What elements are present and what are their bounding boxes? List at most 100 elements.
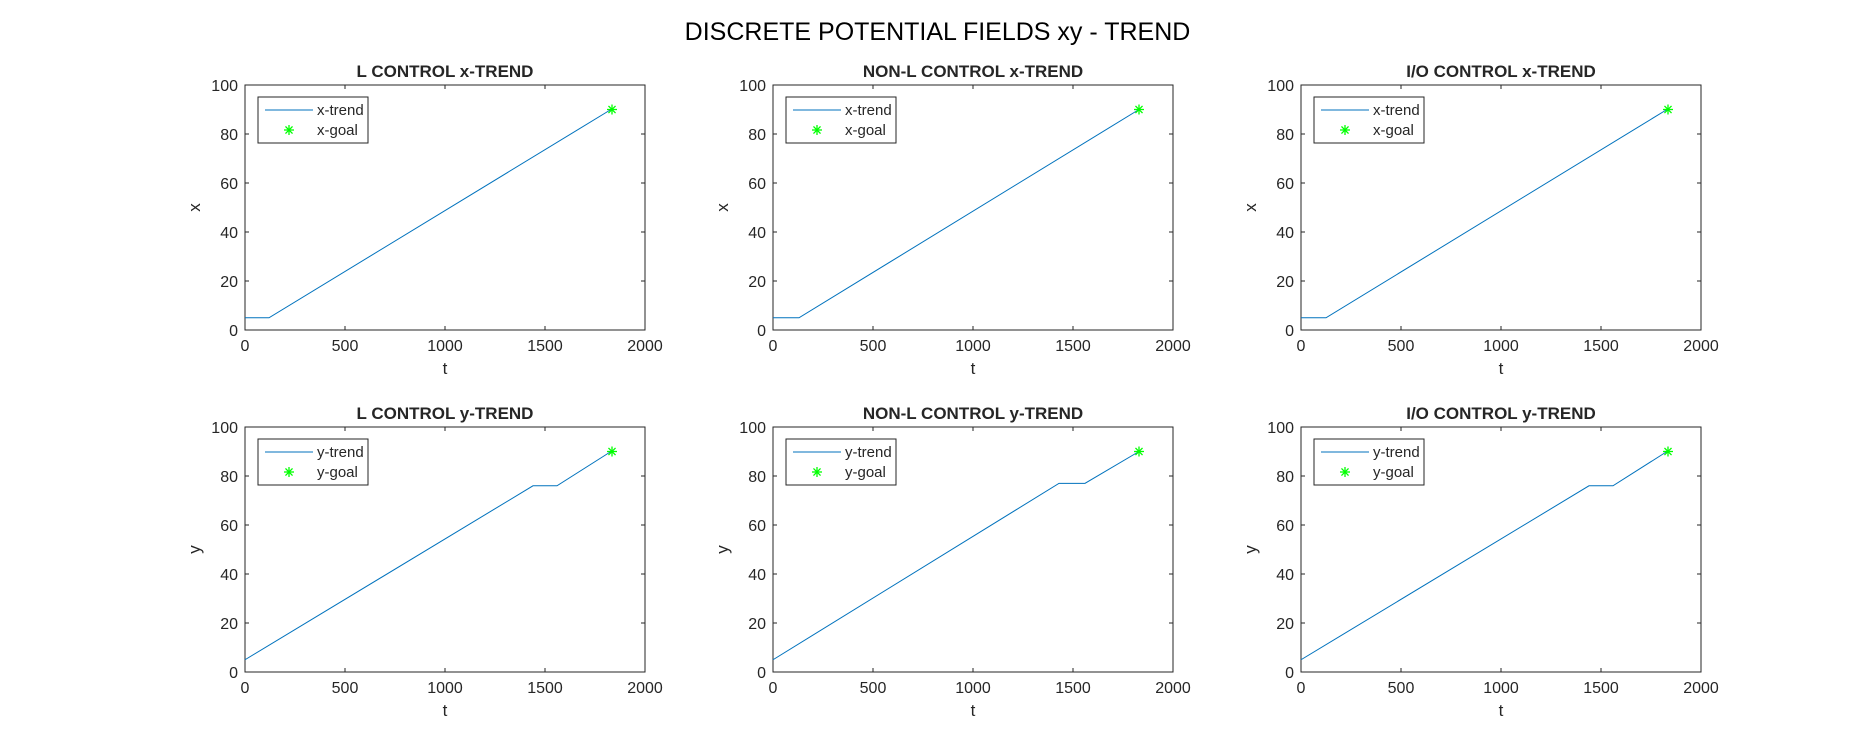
x-tick-label: 0	[769, 680, 778, 697]
x-axis-label: t	[971, 359, 976, 378]
series-line-x-trend	[1301, 109, 1668, 319]
legend-swatch-marker	[1340, 125, 1350, 135]
subplot-1: 0 500 1000 1500 2000 0 20 40 60 80 100 L CONTROL x-…	[185, 62, 663, 378]
legend: x-trend x-goal	[785, 96, 897, 144]
legend-swatch-marker	[1340, 467, 1350, 477]
y-tick-label: 20	[220, 274, 238, 291]
y-axis-label: y	[185, 545, 204, 554]
y-tick-label: 80	[1276, 469, 1294, 486]
figure-title: DISCRETE POTENTIAL FIELDS xy - TREND	[684, 18, 1191, 46]
series-line-y-trend	[1300, 451, 1668, 661]
x-tick-label: 1000	[955, 338, 991, 355]
y-tick-label: 0	[1285, 665, 1294, 682]
x-tick-label: 500	[1388, 680, 1415, 697]
y-tick-label: 0	[229, 665, 238, 682]
y-tick-label: 100	[739, 420, 766, 437]
legend-box	[1313, 438, 1425, 486]
y-axis-label: y	[1241, 545, 1260, 554]
legend-box	[785, 96, 897, 144]
x-tick-label: 2000	[1683, 338, 1719, 355]
series-marker-y-goal	[1134, 446, 1144, 457]
series-marker-x-goal	[607, 104, 617, 115]
x-tick-label: 0	[241, 680, 250, 697]
y-tick-label: 40	[748, 225, 766, 242]
x-axis-label: t	[443, 701, 448, 720]
y-tick-label: 100	[739, 78, 766, 95]
y-tick-label: 0	[757, 665, 766, 682]
y-tick-label: 20	[1276, 274, 1294, 291]
x-tick-label: 1500	[527, 680, 563, 697]
legend-label: x-goal	[1373, 122, 1414, 139]
x-tick-label: 2000	[1155, 338, 1191, 355]
x-tick-label: 500	[860, 338, 887, 355]
y-tick-label: 20	[1276, 616, 1294, 633]
y-tick-label: 60	[1276, 518, 1294, 535]
legend-label: y-goal	[317, 464, 358, 481]
legend-label: y-trend	[845, 444, 892, 461]
y-tick-label: 40	[220, 567, 238, 584]
x-tick-label: 500	[860, 680, 887, 697]
x-tick-label: 2000	[627, 338, 663, 355]
legend-box	[257, 96, 369, 144]
y-axis-label: x	[1241, 203, 1260, 212]
x-tick-label: 1000	[1483, 680, 1519, 697]
x-tick-label: 1500	[527, 338, 563, 355]
y-tick-label: 20	[748, 616, 766, 633]
legend-label: x-trend	[845, 102, 892, 119]
y-axis-label: x	[185, 203, 204, 212]
subplot-title: NON-L CONTROL x-TREND	[863, 62, 1083, 81]
legend-box	[1313, 96, 1425, 144]
y-tick-label: 60	[220, 518, 238, 535]
y-tick-label: 20	[220, 616, 238, 633]
legend-box	[785, 438, 897, 486]
series-marker-y-goal	[1663, 446, 1673, 457]
x-tick-label: 1000	[427, 680, 463, 697]
y-tick-label: 40	[748, 567, 766, 584]
series-line-y-trend	[772, 451, 1140, 661]
y-tick-label: 0	[229, 323, 238, 340]
subplot-title: L CONTROL y-TREND	[357, 404, 534, 423]
x-tick-label: 1000	[955, 680, 991, 697]
y-tick-label: 100	[211, 420, 238, 437]
y-tick-label: 80	[748, 127, 766, 144]
x-axis-label: t	[971, 701, 976, 720]
legend-label: x-trend	[1373, 102, 1420, 119]
legend: y-trend y-goal	[785, 438, 897, 486]
series-line-x-trend	[245, 109, 612, 319]
y-tick-label: 0	[1285, 323, 1294, 340]
legend: y-trend y-goal	[257, 438, 369, 486]
subplot-3: 0 500 1000 1500 2000 0 20 40 60 80 100 I/O CONTROL …	[1241, 62, 1719, 378]
y-tick-label: 100	[1267, 78, 1294, 95]
x-tick-label: 2000	[1155, 680, 1191, 697]
y-tick-label: 80	[220, 469, 238, 486]
y-tick-label: 60	[748, 176, 766, 193]
legend: x-trend x-goal	[257, 96, 369, 144]
x-tick-label: 0	[1297, 338, 1306, 355]
subplot-title: I/O CONTROL y-TREND	[1406, 404, 1596, 423]
y-tick-label: 60	[1276, 176, 1294, 193]
legend-swatch-marker	[284, 125, 294, 135]
legend-swatch-marker	[812, 125, 822, 135]
x-tick-label: 1000	[427, 338, 463, 355]
series-marker-x-goal	[1134, 104, 1144, 115]
legend-label: x-goal	[317, 122, 358, 139]
x-axis-label: t	[1499, 701, 1504, 720]
y-tick-label: 0	[757, 323, 766, 340]
legend-label: y-goal	[845, 464, 886, 481]
x-tick-label: 1500	[1583, 338, 1619, 355]
legend: x-trend x-goal	[1313, 96, 1425, 144]
x-tick-label: 0	[241, 338, 250, 355]
legend-label: y-trend	[317, 444, 364, 461]
legend-label: x-trend	[317, 102, 364, 119]
y-tick-label: 100	[211, 78, 238, 95]
x-axis-label: t	[443, 359, 448, 378]
legend: y-trend y-goal	[1313, 438, 1425, 486]
legend-label: y-trend	[1373, 444, 1420, 461]
x-tick-label: 500	[332, 338, 359, 355]
y-tick-label: 100	[1267, 420, 1294, 437]
legend-swatch-marker	[284, 467, 294, 477]
y-tick-label: 40	[220, 225, 238, 242]
subplot-2: 0 500 1000 1500 2000 0 20 40 60 80 100 NON-L CONTRO…	[713, 62, 1191, 378]
series-marker-y-goal	[607, 446, 617, 457]
